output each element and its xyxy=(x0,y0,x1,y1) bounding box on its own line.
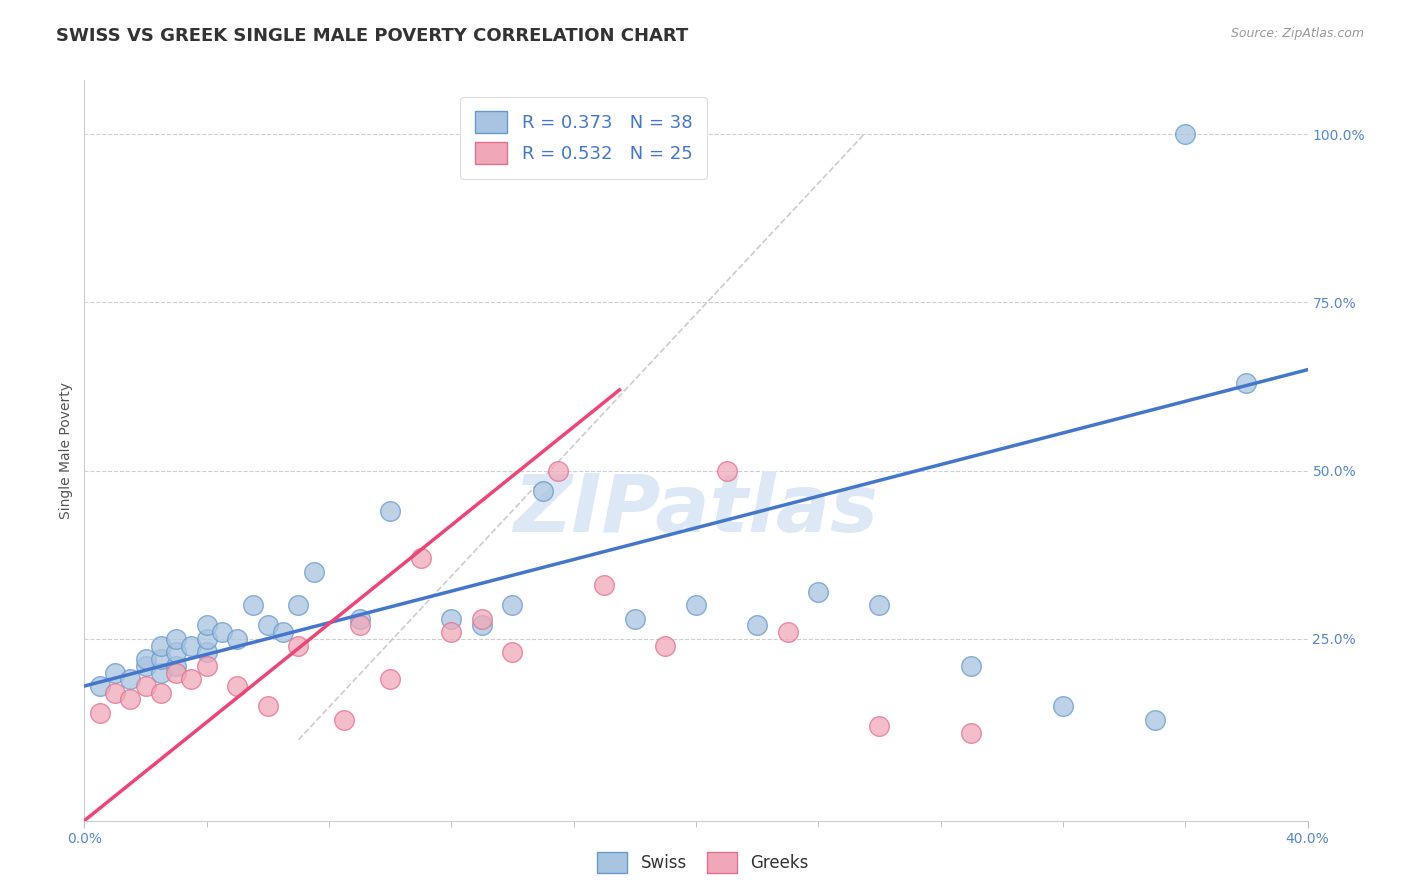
Swiss xyxy=(869,599,891,613)
Swiss xyxy=(287,599,309,613)
Swiss xyxy=(149,665,172,680)
Greeks xyxy=(409,551,432,566)
Text: ZIPatlas: ZIPatlas xyxy=(513,471,879,549)
Swiss xyxy=(180,639,202,653)
Greeks xyxy=(716,464,738,478)
Swiss xyxy=(685,599,707,613)
Swiss xyxy=(502,599,524,613)
Swiss xyxy=(226,632,249,646)
Text: SWISS VS GREEK SINGLE MALE POVERTY CORRELATION CHART: SWISS VS GREEK SINGLE MALE POVERTY CORRE… xyxy=(56,27,689,45)
Swiss xyxy=(1052,699,1074,714)
Greeks xyxy=(380,673,402,687)
Legend: R = 0.373   N = 38, R = 0.532   N = 25: R = 0.373 N = 38, R = 0.532 N = 25 xyxy=(460,96,707,178)
Swiss xyxy=(471,618,494,632)
Greeks xyxy=(869,719,891,733)
Swiss xyxy=(1174,127,1197,141)
Y-axis label: Single Male Poverty: Single Male Poverty xyxy=(59,382,73,519)
Swiss xyxy=(120,673,142,687)
Greeks xyxy=(654,639,676,653)
Greeks xyxy=(257,699,280,714)
Swiss xyxy=(302,565,325,579)
Swiss xyxy=(807,584,830,599)
Greeks xyxy=(547,464,569,478)
Swiss xyxy=(135,658,157,673)
Swiss xyxy=(440,612,463,626)
Greeks xyxy=(180,673,202,687)
Greeks xyxy=(195,658,218,673)
Greeks xyxy=(593,578,616,592)
Swiss xyxy=(747,618,769,632)
Greeks xyxy=(333,713,356,727)
Swiss xyxy=(149,639,172,653)
Swiss xyxy=(531,483,554,498)
Swiss xyxy=(1143,713,1166,727)
Swiss xyxy=(271,625,294,640)
Swiss xyxy=(195,645,218,659)
Swiss xyxy=(960,658,983,673)
Swiss xyxy=(89,679,111,693)
Greeks xyxy=(960,726,983,740)
Legend: Swiss, Greeks: Swiss, Greeks xyxy=(591,846,815,880)
Swiss xyxy=(380,504,402,518)
Greeks xyxy=(104,686,127,700)
Swiss xyxy=(165,645,187,659)
Greeks xyxy=(149,686,172,700)
Greeks xyxy=(89,706,111,720)
Swiss xyxy=(165,658,187,673)
Greeks xyxy=(471,612,494,626)
Swiss xyxy=(257,618,280,632)
Greeks xyxy=(776,625,799,640)
Swiss xyxy=(149,652,172,666)
Swiss xyxy=(624,612,647,626)
Swiss xyxy=(242,599,264,613)
Greeks xyxy=(287,639,309,653)
Greeks xyxy=(502,645,524,659)
Swiss xyxy=(165,632,187,646)
Swiss xyxy=(104,665,127,680)
Greeks xyxy=(349,618,371,632)
Swiss xyxy=(349,612,371,626)
Greeks xyxy=(165,665,187,680)
Greeks xyxy=(135,679,157,693)
Greeks xyxy=(440,625,463,640)
Swiss xyxy=(1236,376,1258,391)
Swiss xyxy=(195,618,218,632)
Greeks xyxy=(226,679,249,693)
Swiss xyxy=(195,632,218,646)
Swiss xyxy=(211,625,233,640)
Swiss xyxy=(135,652,157,666)
Text: Source: ZipAtlas.com: Source: ZipAtlas.com xyxy=(1230,27,1364,40)
Greeks xyxy=(120,692,142,706)
